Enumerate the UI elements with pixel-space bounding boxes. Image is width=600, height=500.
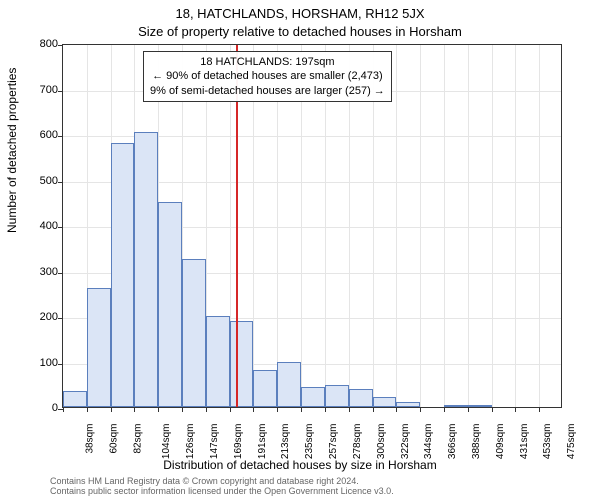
y-tick-label: 300 xyxy=(18,266,58,278)
footer-line2: Contains public sector information licen… xyxy=(50,487,394,497)
y-tick-label: 100 xyxy=(18,357,58,369)
x-tick xyxy=(158,407,159,412)
y-tick xyxy=(58,364,63,365)
annotation-line3: 9% of semi-detached houses are larger (2… xyxy=(150,84,385,98)
y-axis-label: Number of detached properties xyxy=(5,68,19,233)
x-tick xyxy=(253,407,254,412)
x-tick-label: 453sqm xyxy=(542,424,553,460)
x-tick-label: 104sqm xyxy=(162,424,173,460)
super-title: 18, HATCHLANDS, HORSHAM, RH12 5JX xyxy=(0,6,600,21)
x-tick-label: 475sqm xyxy=(566,424,577,460)
gridline-v xyxy=(539,45,540,407)
histogram-bar xyxy=(134,132,158,407)
x-tick xyxy=(349,407,350,412)
y-tick xyxy=(58,45,63,46)
y-tick-label: 200 xyxy=(18,311,58,323)
gridline-v xyxy=(492,45,493,407)
histogram-bar xyxy=(373,397,397,407)
y-tick-label: 500 xyxy=(18,175,58,187)
histogram-bar xyxy=(325,385,349,407)
histogram-bar xyxy=(444,405,468,407)
y-tick xyxy=(58,182,63,183)
plot-area: 18 HATCHLANDS: 197sqm ← 90% of detached … xyxy=(62,44,562,408)
annotation-line2: ← 90% of detached houses are smaller (2,… xyxy=(150,69,385,83)
x-tick-label: 60sqm xyxy=(108,424,119,454)
y-tick xyxy=(58,227,63,228)
x-tick-label: 169sqm xyxy=(233,424,244,460)
gridline-v xyxy=(420,45,421,407)
x-tick xyxy=(87,407,88,412)
footer-attribution: Contains HM Land Registry data © Crown c… xyxy=(50,477,394,497)
x-tick-label: 213sqm xyxy=(281,424,292,460)
x-tick xyxy=(539,407,540,412)
y-tick-label: 800 xyxy=(18,38,58,50)
x-tick-label: 322sqm xyxy=(400,424,411,460)
histogram-bar xyxy=(158,202,182,407)
x-tick-label: 409sqm xyxy=(495,424,506,460)
histogram-bar xyxy=(111,143,135,407)
y-tick xyxy=(58,273,63,274)
x-tick xyxy=(230,407,231,412)
x-tick xyxy=(63,407,64,412)
x-tick-label: 344sqm xyxy=(423,424,434,460)
x-axis-label: Distribution of detached houses by size … xyxy=(0,458,600,472)
y-tick xyxy=(58,91,63,92)
x-tick-label: 366sqm xyxy=(447,424,458,460)
x-tick xyxy=(420,407,421,412)
chart-title: Size of property relative to detached ho… xyxy=(0,24,600,39)
x-tick xyxy=(373,407,374,412)
histogram-bar xyxy=(206,316,230,407)
x-tick xyxy=(396,407,397,412)
x-tick-label: 257sqm xyxy=(328,424,339,460)
histogram-bar xyxy=(182,259,206,407)
x-tick-label: 126sqm xyxy=(185,424,196,460)
y-tick-label: 400 xyxy=(18,220,58,232)
gridline-v xyxy=(444,45,445,407)
x-tick xyxy=(515,407,516,412)
x-tick xyxy=(468,407,469,412)
x-tick-label: 300sqm xyxy=(376,424,387,460)
x-tick-label: 431sqm xyxy=(519,424,530,460)
x-tick xyxy=(206,407,207,412)
x-tick-label: 82sqm xyxy=(132,424,143,454)
histogram-bar xyxy=(63,391,87,407)
x-tick-label: 38sqm xyxy=(85,424,96,454)
x-tick xyxy=(492,407,493,412)
histogram-bar xyxy=(468,405,492,407)
gridline-v xyxy=(396,45,397,407)
annotation-box: 18 HATCHLANDS: 197sqm ← 90% of detached … xyxy=(143,51,392,102)
histogram-bar xyxy=(277,362,301,408)
histogram-bar xyxy=(349,389,373,407)
x-tick-label: 388sqm xyxy=(471,424,482,460)
histogram-bar xyxy=(87,288,111,407)
x-tick-label: 191sqm xyxy=(257,424,268,460)
gridline-v xyxy=(515,45,516,407)
x-tick xyxy=(182,407,183,412)
histogram-bar xyxy=(253,370,277,407)
x-tick-label: 235sqm xyxy=(304,424,315,460)
x-tick xyxy=(301,407,302,412)
x-tick-label: 147sqm xyxy=(209,424,220,460)
gridline-v xyxy=(468,45,469,407)
histogram-bar xyxy=(301,387,325,407)
y-tick-label: 0 xyxy=(18,402,58,414)
y-tick xyxy=(58,318,63,319)
x-tick-label: 278sqm xyxy=(352,424,363,460)
x-tick xyxy=(111,407,112,412)
x-tick xyxy=(277,407,278,412)
y-tick-label: 700 xyxy=(18,84,58,96)
y-tick xyxy=(58,136,63,137)
x-tick xyxy=(134,407,135,412)
x-tick xyxy=(325,407,326,412)
x-tick xyxy=(444,407,445,412)
histogram-bar xyxy=(396,402,420,407)
annotation-line1: 18 HATCHLANDS: 197sqm xyxy=(150,55,385,69)
y-tick-label: 600 xyxy=(18,129,58,141)
histogram-bar xyxy=(230,321,254,407)
